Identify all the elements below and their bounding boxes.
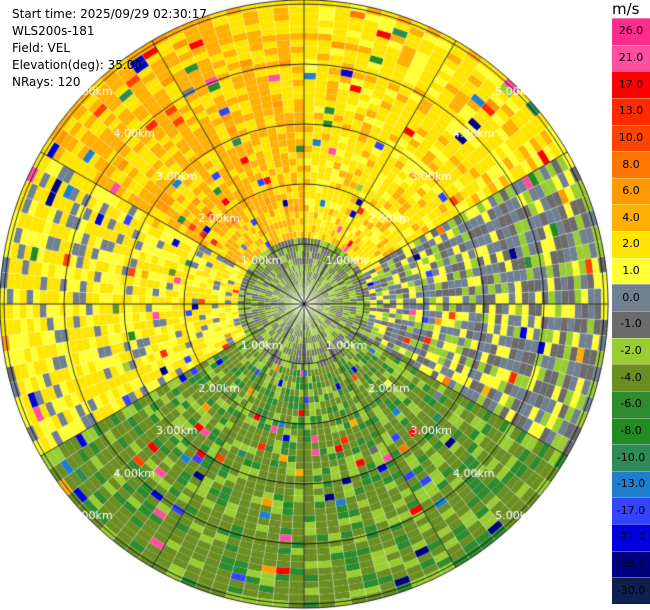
colorbar-label: -8.0 — [620, 423, 642, 437]
metadata-block: Start time: 2025/09/29 02:30:17 WLS200s-… — [12, 6, 207, 91]
colorbar-swatch — [612, 417, 650, 445]
colorbar-swatch — [612, 124, 650, 152]
colorbar-unit: m/s — [612, 0, 640, 18]
colorbar-label: -13.0 — [616, 477, 646, 491]
colorbar-swatch — [612, 71, 650, 98]
colorbar-label: -6.0 — [620, 397, 642, 411]
colorbar-label: 4.0 — [622, 210, 640, 224]
colorbar-swatch — [612, 337, 650, 365]
colorbar-swatch — [612, 284, 650, 311]
colorbar-swatch — [612, 177, 650, 205]
colorbar-label: 2.0 — [622, 237, 640, 251]
start-time-text: Start time: 2025/09/29 02:30:17 — [12, 7, 207, 21]
colorbar-label: 17.0 — [618, 77, 644, 91]
ppi-plot — [0, 0, 610, 610]
colorbar-label: 13.0 — [618, 104, 644, 118]
colorbar-swatch — [612, 364, 650, 391]
elevation-text: Elevation(deg): 35.00 — [12, 58, 142, 72]
colorbar-label: 8.0 — [622, 157, 640, 171]
colorbar-swatch — [612, 497, 650, 525]
colorbar-label: 1.0 — [622, 264, 640, 278]
colorbar-swatch — [612, 151, 650, 178]
colorbar-swatch — [612, 257, 650, 285]
colorbar-label: -1.0 — [620, 317, 642, 331]
colorbar-label: -21.0 — [616, 530, 646, 544]
colorbar-swatch — [612, 577, 650, 604]
colorbar-swatch — [612, 231, 650, 258]
colorbar-label: -2.0 — [620, 343, 642, 357]
colorbar-swatch — [612, 44, 650, 72]
nrays-text: NRays: 120 — [12, 75, 81, 89]
colorbar-swatch — [612, 204, 650, 232]
colorbar-label: 21.0 — [618, 50, 644, 64]
colorbar-swatch — [612, 444, 650, 471]
field-text: Field: VEL — [12, 41, 71, 55]
colorbar-swatch — [612, 550, 650, 578]
colorbar-label: 6.0 — [622, 184, 640, 198]
colorbar-label: -26.0 — [616, 557, 646, 571]
colorbar-label: -10.0 — [616, 450, 646, 464]
colorbar-swatch — [612, 311, 650, 338]
colorbar-swatch — [612, 97, 650, 125]
colorbar-label: -17.0 — [616, 503, 646, 517]
colorbar-label: 0.0 — [622, 290, 640, 304]
instrument-text: WLS200s-181 — [12, 24, 95, 38]
colorbar-label: 26.0 — [618, 24, 644, 38]
colorbar-swatch — [612, 390, 650, 418]
colorbar-label: 10.0 — [618, 130, 644, 144]
colorbar-swatch — [612, 470, 650, 498]
colorbar-label: -30.0 — [616, 583, 646, 597]
colorbar-swatch — [612, 18, 650, 45]
colorbar: 26.0 21.0 17.0 13.0 10.0 8.0 6.0 4.0 2.0 1.0 0.0 -1… — [612, 18, 650, 604]
colorbar-label: -4.0 — [620, 370, 642, 384]
colorbar-swatch — [612, 524, 650, 551]
